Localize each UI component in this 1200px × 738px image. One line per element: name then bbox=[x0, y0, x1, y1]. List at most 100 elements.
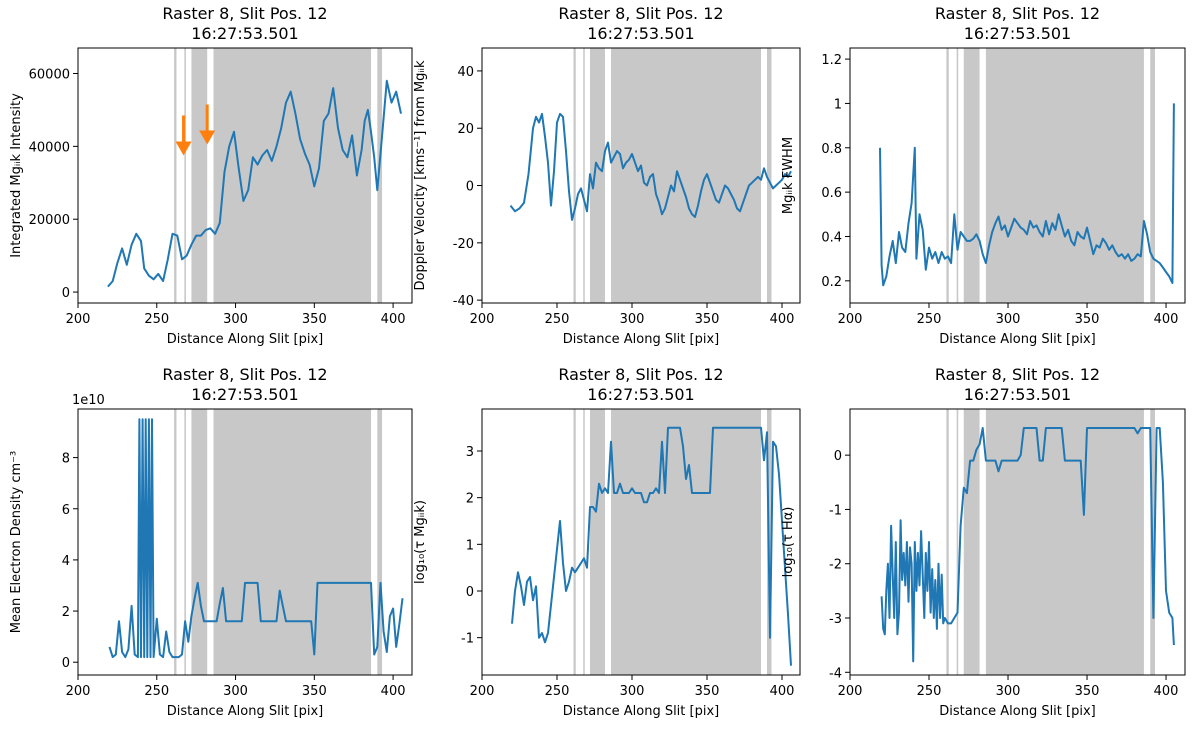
x-tick-label: 200 bbox=[470, 312, 495, 327]
x-tick-label: 300 bbox=[223, 312, 248, 327]
chart-title: Raster 8, Slit Pos. 12 bbox=[558, 4, 723, 23]
x-tick-label: 400 bbox=[770, 684, 795, 699]
y-tick-label: 0 bbox=[834, 449, 842, 464]
y-tick-label: 4 bbox=[62, 554, 70, 569]
shaded-region bbox=[985, 409, 1144, 675]
axes-frame bbox=[481, 408, 801, 676]
y-tick-label: 0.6 bbox=[821, 186, 842, 201]
shaded-region bbox=[1150, 48, 1155, 303]
x-tick-label: 300 bbox=[620, 312, 645, 327]
x-tick-label: 200 bbox=[66, 684, 91, 699]
x-tick-label: 350 bbox=[302, 684, 327, 699]
series-line-density bbox=[108, 418, 404, 659]
y-tick-label: 0.2 bbox=[821, 275, 842, 290]
shaded-region bbox=[377, 48, 383, 303]
shaded-region bbox=[946, 48, 949, 303]
x-tick-label: 250 bbox=[917, 312, 942, 327]
x-tick-label: 200 bbox=[838, 312, 863, 327]
x-tick-label: 400 bbox=[381, 312, 406, 327]
chart-subtitle: 16:27:53.501 bbox=[191, 385, 298, 404]
shaded-region bbox=[213, 409, 372, 675]
series-line-doppler bbox=[509, 112, 792, 221]
y-axis-label: Mgᵢᵢk FWHM bbox=[781, 137, 796, 214]
x-tick-label: 400 bbox=[1154, 312, 1179, 327]
shaded-region bbox=[213, 48, 372, 303]
y-axis-scale-label: 1e10 bbox=[72, 393, 105, 408]
y-axis-label: log₁₀(τ Mgᵢᵢk) bbox=[413, 500, 428, 584]
x-axis-label: Distance Along Slit [pix] bbox=[563, 704, 719, 719]
y-tick-label: 20 bbox=[457, 122, 474, 137]
x-tick-label: 300 bbox=[996, 312, 1021, 327]
chart-title: Raster 8, Slit Pos. 12 bbox=[558, 365, 723, 384]
chart-subtitle: 16:27:53.501 bbox=[191, 24, 298, 43]
y-tick-label: 1 bbox=[834, 97, 842, 112]
x-tick-label: 200 bbox=[66, 312, 91, 327]
axes-frame bbox=[849, 408, 1186, 676]
y-axis-label: log₁₀(τ Hα) bbox=[781, 507, 796, 578]
y-tick-label: 40 bbox=[457, 65, 474, 80]
shaded-region bbox=[583, 48, 585, 303]
axes-frame bbox=[849, 47, 1186, 304]
axes-frame bbox=[77, 408, 413, 676]
chart-subtitle: 16:27:53.501 bbox=[587, 385, 694, 404]
y-tick-label: 8 bbox=[62, 452, 70, 467]
y-tick-label: 40000 bbox=[29, 140, 70, 155]
annotation-arrow-head bbox=[175, 141, 192, 156]
x-tick-label: 200 bbox=[470, 684, 495, 699]
shaded-region bbox=[191, 409, 208, 675]
x-tick-label: 250 bbox=[545, 684, 570, 699]
y-tick-label: 20000 bbox=[29, 213, 70, 228]
y-tick-label: 0.4 bbox=[821, 230, 842, 245]
shaded-region bbox=[174, 409, 177, 675]
x-tick-label: 300 bbox=[996, 684, 1021, 699]
x-axis-label: Distance Along Slit [pix] bbox=[939, 704, 1095, 719]
x-tick-label: 350 bbox=[695, 684, 720, 699]
y-axis-label: Doppler Velocity [kms⁻¹] from Mgᵢᵢk bbox=[413, 60, 428, 290]
x-tick-label: 250 bbox=[917, 684, 942, 699]
chart-subtitle: 16:27:53.501 bbox=[964, 24, 1071, 43]
shaded-region bbox=[590, 48, 605, 303]
chart-subtitle: 16:27:53.501 bbox=[964, 385, 1071, 404]
x-tick-label: 250 bbox=[144, 312, 169, 327]
shaded-region bbox=[573, 48, 576, 303]
x-tick-label: 350 bbox=[1075, 312, 1100, 327]
x-tick-label: 350 bbox=[695, 312, 720, 327]
chart-title: Raster 8, Slit Pos. 12 bbox=[162, 4, 327, 23]
y-tick-label: -4 bbox=[829, 666, 842, 681]
shaded-region bbox=[985, 48, 1144, 303]
shaded-region bbox=[956, 48, 959, 303]
chart-title: Raster 8, Slit Pos. 12 bbox=[162, 365, 327, 384]
shaded-region bbox=[956, 409, 959, 675]
y-tick-label: 1 bbox=[466, 538, 474, 553]
x-tick-label: 350 bbox=[302, 312, 327, 327]
y-tick-label: -2 bbox=[829, 558, 842, 573]
shaded-region bbox=[963, 48, 980, 303]
x-tick-label: 250 bbox=[144, 684, 169, 699]
chart-title: Raster 8, Slit Pos. 12 bbox=[935, 4, 1100, 23]
y-tick-label: 1.2 bbox=[821, 53, 842, 68]
chart-panel-4: 200 250 300 350 400 0 2 4 6 8 Raster 8, Slit Pos. … bbox=[9, 365, 413, 719]
chart-panel-6: 200 250 300 350 400 -4 -3 -2 -1 0 Raster 8, Slit P… bbox=[781, 365, 1186, 719]
series-line-intensity bbox=[107, 79, 402, 288]
y-tick-label: -3 bbox=[829, 612, 842, 627]
chart-title: Raster 8, Slit Pos. 12 bbox=[935, 365, 1100, 384]
y-tick-label: 2 bbox=[62, 605, 70, 620]
x-tick-label: 350 bbox=[1075, 684, 1100, 699]
shaded-region bbox=[611, 409, 761, 675]
y-tick-label: 6 bbox=[62, 503, 70, 518]
x-axis-label: Distance Along Slit [pix] bbox=[167, 332, 323, 347]
shaded-region bbox=[191, 48, 208, 303]
chart-panel-1: 200 250 300 350 400 0 20000 40000 60000 Raster 8,… bbox=[9, 4, 413, 347]
y-tick-label: 0 bbox=[466, 180, 474, 195]
x-axis-label: Distance Along Slit [pix] bbox=[167, 704, 323, 719]
y-tick-label: -1 bbox=[829, 503, 842, 518]
series-line-fwhm bbox=[879, 103, 1175, 287]
shaded-region bbox=[573, 409, 576, 675]
series-line-tau_mgiik bbox=[511, 426, 792, 666]
y-axis-label: Integrated Mgᵢᵢk Intensity bbox=[9, 93, 24, 258]
shaded-region bbox=[611, 48, 761, 303]
y-tick-label: 0 bbox=[62, 656, 70, 671]
annotation-arrow-head bbox=[199, 130, 216, 145]
y-tick-label: 0 bbox=[62, 286, 70, 301]
